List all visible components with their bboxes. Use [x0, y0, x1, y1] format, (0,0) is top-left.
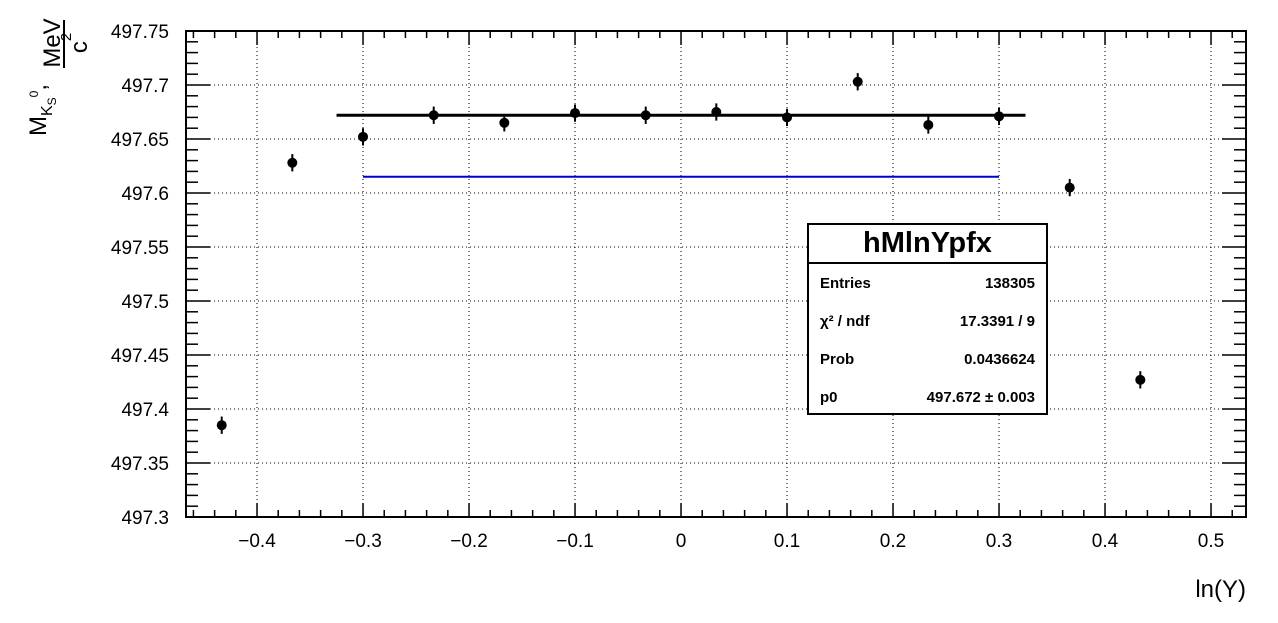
stats-row-entries: Entries 138305 — [809, 264, 1046, 302]
y-tick-label: 497.55 — [111, 238, 169, 259]
y-axis-title: MKS0, MeV c2 — [25, 18, 93, 136]
data-point — [499, 117, 510, 128]
data-point — [923, 119, 934, 130]
y-tick-label: 497.75 — [111, 22, 169, 43]
stats-value: 138305 — [984, 274, 1035, 292]
y-tick-label: 497.35 — [111, 454, 169, 475]
data-point — [570, 108, 581, 119]
y-tick-label: 497.7 — [121, 76, 169, 97]
data-points — [216, 73, 1146, 434]
data-point — [1064, 182, 1075, 193]
data-point — [428, 110, 439, 121]
y-axis-title-sub: K — [39, 105, 56, 116]
stats-box-title: hMlnYpfx — [809, 225, 1046, 264]
x-tick-label: −0.2 — [450, 531, 488, 552]
x-tick-label: −0.1 — [556, 531, 594, 552]
stats-value: 17.3391 / 9 — [959, 312, 1035, 330]
stats-label: Entries — [820, 274, 871, 292]
stats-row-p0: p0 497.672 ± 0.003 — [809, 378, 1046, 416]
svg-text:c2: c2 — [58, 33, 92, 53]
data-point — [216, 420, 227, 431]
plot-frame — [185, 30, 1247, 518]
data-point — [640, 110, 651, 121]
x-tick-label: −0.3 — [344, 531, 382, 552]
data-point — [994, 111, 1005, 122]
x-tick-labels: −0.4 −0.3 −0.2 −0.1 0 0.1 0.2 0.3 0.4 0.5 — [238, 531, 1224, 552]
stats-box: hMlnYpfx Entries 138305 χ² / ndf 17.3391… — [807, 223, 1048, 415]
y-axis-title-sep: , — [25, 84, 52, 91]
x-tick-label: 0.4 — [1092, 531, 1119, 552]
stats-label: p0 — [820, 388, 838, 406]
x-tick-label: 0 — [676, 531, 687, 552]
svg-text:MKS0,: MKS0, — [25, 84, 59, 136]
data-point — [711, 107, 722, 117]
y-axis-unit-den: c — [66, 41, 93, 53]
stats-value: 0.0436624 — [964, 350, 1035, 368]
stats-row-chi2: χ² / ndf 17.3391 / 9 — [809, 302, 1046, 340]
fit-lines — [336, 113, 1026, 178]
y-tick-label: 497.4 — [121, 400, 169, 421]
y-tick-label: 497.5 — [121, 292, 169, 313]
y-tick-labels: 497.3 497.35 497.4 497.45 497.5 497.55 497.6 49… — [111, 22, 170, 529]
y-tick-label: 497.45 — [111, 346, 169, 367]
y-axis-title-main: M — [25, 116, 52, 136]
x-tick-label: −0.4 — [238, 531, 276, 552]
axis-ticks — [186, 30, 1246, 518]
data-point — [1135, 374, 1146, 385]
y-axis-unit-num: MeV — [39, 18, 66, 67]
x-tick-label: 0.3 — [986, 531, 1012, 552]
x-tick-label: 0.1 — [774, 531, 800, 552]
stats-label: χ² / ndf — [820, 312, 870, 330]
y-axis-title-sup: 0 — [27, 90, 41, 97]
data-point — [782, 112, 793, 123]
stats-value: 497.672 ± 0.003 — [926, 388, 1035, 406]
x-tick-label: 0.5 — [1198, 531, 1224, 552]
x-axis-title: ln(Y) — [1195, 576, 1246, 603]
data-point — [852, 76, 863, 87]
stats-label: Prob — [820, 350, 855, 368]
y-tick-label: 497.3 — [121, 508, 169, 529]
data-point — [358, 131, 369, 142]
y-axis-title-subsub: S — [45, 97, 59, 105]
y-tick-label: 497.65 — [111, 130, 169, 151]
y-tick-label: 497.6 — [121, 184, 169, 205]
y-axis-unit-den-sup: 2 — [58, 33, 75, 41]
data-point — [287, 157, 298, 168]
stats-row-prob: Prob 0.0436624 — [809, 340, 1046, 378]
x-tick-label: 0.2 — [880, 531, 906, 552]
